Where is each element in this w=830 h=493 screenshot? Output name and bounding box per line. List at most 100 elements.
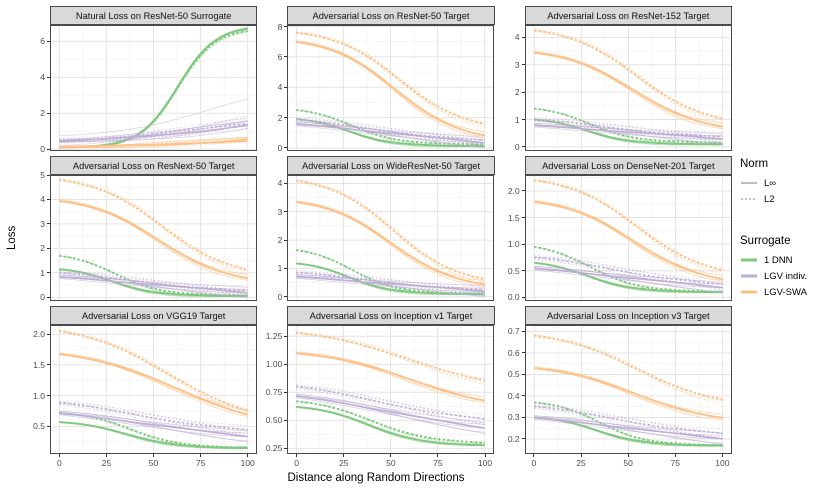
y-tick-label: 0.6 [507, 347, 520, 358]
series-line [296, 31, 486, 123]
y-tick-mark [47, 425, 50, 427]
solid-line-key-icon [741, 258, 757, 262]
facet-strip: Adversarial Loss on VGG19 Target [50, 306, 258, 325]
facet-strip: Adversarial Loss on ResNet-50 Target [287, 6, 495, 25]
y-tick-label: 1 [514, 114, 520, 125]
y-tick-label: 1.00 [265, 359, 283, 370]
y-tick-mark [284, 26, 288, 28]
series-line [533, 126, 723, 145]
series-line [296, 400, 486, 443]
series-line [296, 395, 486, 429]
series-line [296, 120, 486, 146]
y-tick-mark [47, 40, 50, 42]
y-tick-mark [284, 86, 288, 88]
legend-item-label: 1 DNN [764, 254, 793, 266]
y-axis: 0.5 1.0 1.5 2.0 [20, 325, 50, 454]
y-tick-label: 0 [40, 292, 45, 303]
y-tick-label: 1.0 [507, 239, 520, 250]
y-tick-label: 0.2 [507, 433, 520, 444]
y-tick-label: 0.5 [507, 369, 520, 380]
x-tick-mark [627, 454, 629, 457]
series-line [296, 200, 486, 282]
series-line [59, 274, 248, 288]
series-line [59, 276, 248, 294]
legend-title-surrogate: Surrogate [740, 235, 791, 247]
y-tick-mark [521, 330, 525, 332]
series-line [59, 414, 248, 443]
y-tick-label: 0.5 [507, 265, 520, 276]
series-line [533, 117, 723, 133]
series-line [59, 98, 248, 137]
y-tick-mark [521, 190, 525, 192]
series-line [533, 124, 723, 140]
series-line [533, 245, 723, 293]
y-tick-mark [284, 147, 288, 149]
plot-panel [287, 175, 495, 301]
series-line [296, 274, 486, 287]
y-tick-mark [521, 352, 525, 354]
series-line [296, 395, 486, 429]
series-line [296, 123, 486, 144]
y-axis: 0 1 2 3 4 [495, 25, 525, 152]
series-line [59, 268, 248, 296]
y-tick-mark [284, 239, 288, 241]
y-tick-label: 0 [514, 141, 520, 152]
y-tick-mark [47, 223, 50, 225]
series-line [296, 400, 486, 444]
series-line [296, 119, 486, 142]
series-line [533, 405, 723, 433]
facet-panel: Adversarial Loss on ResNet-50 Target 0 2 4 6… [257, 6, 495, 153]
y-tick-label: 4 [277, 82, 283, 93]
y-tick-label: 4 [40, 194, 45, 205]
series-line [296, 125, 486, 149]
facet-panel: Natural Loss on ResNet-50 Surrogate 0 2 4 6 [20, 6, 258, 154]
series-line [533, 29, 723, 118]
y-tick-mark [521, 119, 525, 120]
y-tick-label: 4 [40, 72, 45, 83]
series-line [59, 272, 248, 292]
series-line [296, 331, 486, 382]
x-tick-label: 75 [670, 458, 680, 468]
dashed-line-key-icon [741, 198, 757, 200]
x-axis: 0 25 50 75 100 [525, 454, 732, 469]
y-tick-mark [47, 174, 50, 176]
facet-panel: Adversarial Loss on DenseNet-201 Target 0… [495, 156, 732, 302]
y-axis: 0.25 0.50 0.75 1.00 1.25 [257, 325, 288, 454]
x-tick-mark [247, 454, 249, 457]
series-line [533, 120, 723, 143]
y-axis: 0 2 4 6 [20, 25, 50, 154]
series-line [533, 120, 723, 143]
series-line [59, 178, 248, 269]
legend-item-surrogate: LGV-SWA [740, 286, 826, 298]
x-axis: 0 25 50 75 100 [287, 454, 494, 469]
facet-title: Adversarial Loss on ResNet-152 Target [547, 10, 710, 21]
y-tick-mark [47, 296, 50, 298]
series-line [533, 124, 723, 140]
legend-item-norm: L∞ [740, 177, 826, 189]
series-line [296, 400, 486, 443]
y-tick-label: 0.75 [265, 387, 283, 398]
facet-panel: Adversarial Loss on VGG19 Target 0.5 1.0 1.… [20, 306, 258, 469]
y-tick-label: 2.0 [33, 329, 45, 340]
facet-title: Adversarial Loss on VGG19 Target [81, 310, 226, 321]
plot-panel [50, 175, 258, 301]
series-line [59, 255, 248, 296]
y-tick-mark [47, 395, 50, 397]
facet-panel: Adversarial Loss on Inception v3 Target 0… [495, 306, 732, 469]
x-tick-mark [580, 454, 582, 457]
facet-panel: Adversarial Loss on WideResNet-50 Target… [257, 156, 495, 302]
series-line [59, 412, 248, 438]
y-tick-mark [521, 373, 525, 375]
y-tick-mark [284, 117, 288, 119]
x-axis-title: Distance along Random Directions [287, 472, 465, 484]
plot-panel [50, 325, 258, 454]
facet-strip: Adversarial Loss on ResNext-50 Target [50, 156, 258, 175]
series-line [59, 401, 248, 430]
series-line [59, 421, 248, 448]
series-line [296, 275, 486, 292]
series-line [533, 256, 723, 284]
y-tick-label: 6 [40, 36, 45, 47]
facet-panel: Adversarial Loss on ResNext-50 Target 0 1 2… [20, 156, 258, 303]
facet-strip: Adversarial Loss on Inception v1 Target [287, 306, 495, 325]
series-line [533, 416, 723, 440]
